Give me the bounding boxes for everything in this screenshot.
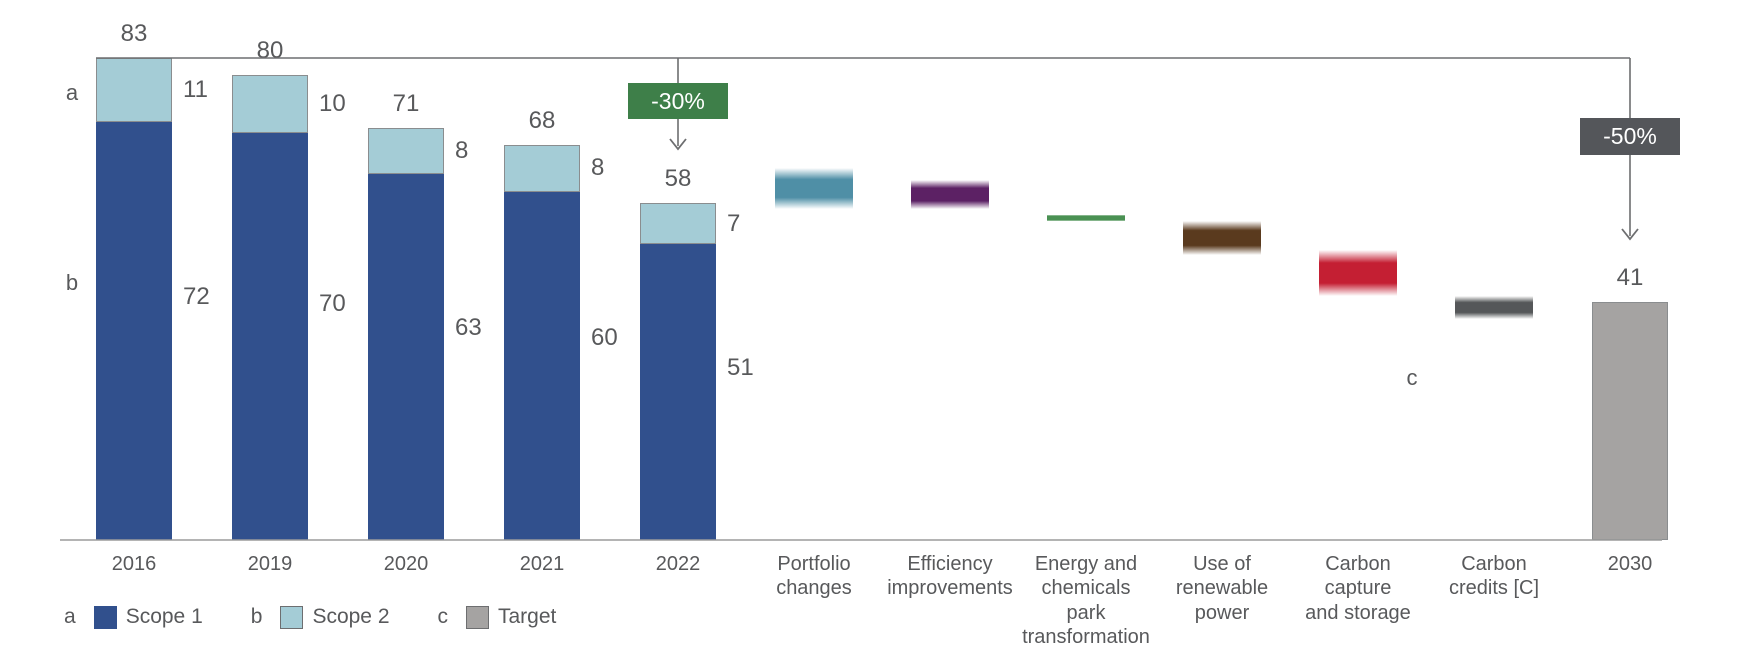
category-label-2030: 2030 [1607, 553, 1653, 575]
category-label-use-of: Use of renewable power [1175, 553, 1269, 624]
label-scope1-2016: 72 [183, 283, 210, 311]
bar-2020-scope2 [368, 127, 444, 175]
label-scope1-2022: 51 [727, 354, 754, 382]
bar-2019-scope2 [232, 75, 308, 134]
category-label-carbon: Carbon credits [C] [1448, 553, 1540, 600]
legend-item-target: c Target [437, 605, 557, 629]
bar-2021-scope2 [504, 145, 580, 192]
marker-a: a [65, 80, 79, 105]
arrow-down-30-icon [669, 138, 687, 151]
legend-item-scope-1: a Scope 1 [64, 605, 203, 629]
bar-2019-scope1 [232, 133, 308, 540]
delta-segment-energy-and-chemicals-park-transformation [1047, 214, 1125, 221]
label-scope1-2020: 63 [455, 313, 482, 341]
label-scope1-2021: 60 [591, 323, 618, 351]
label-scope2-2016: 11 [183, 75, 208, 103]
legend-label-target: Target [498, 605, 557, 628]
category-label-portfolio: Portfolio changes [776, 553, 852, 600]
legend-swatch-scope-1 [93, 605, 117, 629]
bar-2021-scope1 [504, 191, 580, 540]
label-scope2-2022: 7 [727, 209, 741, 237]
legend-key-a: a [64, 605, 76, 628]
label-total-2019: 80 [256, 37, 284, 65]
category-label-2021: 2021 [519, 553, 565, 575]
category-label-2022: 2022 [655, 553, 701, 575]
legend-swatch-target [466, 605, 489, 629]
legend: a Scope 1 b Scope 2 c Target [64, 605, 604, 629]
delta-segment-use-of-renewable-power [1183, 220, 1261, 256]
label-scope2-2021: 8 [591, 154, 605, 182]
label-total-2020: 71 [392, 89, 420, 117]
bar-2022-scope1 [640, 243, 716, 540]
target-bar-2030 [1592, 301, 1668, 540]
label-target-2030: 41 [1616, 263, 1644, 291]
bar-2016-scope1 [96, 121, 172, 540]
category-label-2016: 2016 [111, 553, 157, 575]
legend-swatch-scope-2 [280, 605, 304, 629]
label-total-2022: 58 [664, 165, 692, 193]
marker-b: b [65, 270, 79, 295]
bar-2022-scope2 [640, 203, 716, 244]
legend-key-c: c [437, 605, 449, 628]
delta-segment-efficiency-improvements [911, 179, 989, 209]
legend-label-scope-1: Scope 1 [125, 605, 203, 628]
category-label-carbon: Carbon capture and storage [1305, 553, 1411, 624]
arrow-down-50-icon [1621, 228, 1639, 241]
marker-c: c [1406, 365, 1418, 390]
category-label-energy-and: Energy and chemicals park transformation [1022, 553, 1150, 649]
bar-2020-scope1 [368, 174, 444, 540]
category-label-2020: 2020 [383, 553, 429, 575]
label-total-2016: 83 [120, 20, 148, 47]
badge-minus-50: -50% [1580, 118, 1680, 155]
category-label-efficiency: Efficiency improvements [887, 553, 1013, 600]
label-total-2021: 68 [528, 107, 556, 135]
legend-key-b: b [250, 605, 263, 628]
label-scope2-2019: 10 [319, 90, 346, 118]
delta-segment-carbon-capture-and-storage [1319, 249, 1397, 297]
legend-item-scope-2: b Scope 2 [251, 605, 390, 629]
category-label-2019: 2019 [247, 553, 293, 575]
delta-segment-carbon-credits-c [1455, 296, 1533, 320]
delta-segment-portfolio-changes [775, 168, 853, 209]
badge-minus-30: -30% [628, 83, 728, 119]
label-scope1-2019: 70 [319, 290, 346, 318]
legend-label-scope-2: Scope 2 [312, 605, 390, 628]
bar-2016-scope2 [96, 58, 172, 122]
label-scope2-2020: 8 [455, 136, 469, 164]
